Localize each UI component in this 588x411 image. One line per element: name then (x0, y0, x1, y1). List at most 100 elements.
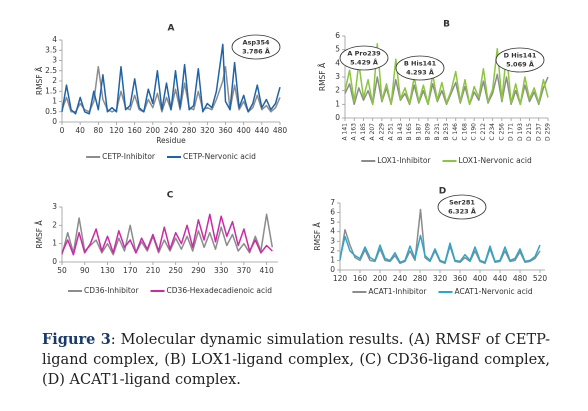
y-tick-label: 2 (330, 246, 335, 255)
x-tick-label: 160 (353, 274, 368, 283)
y-tick-label: 2.5 (45, 66, 57, 75)
y-tick-label: 0 (52, 257, 57, 266)
x-tick-label: 120 (333, 274, 348, 283)
x-tick-label: 200 (146, 126, 161, 135)
annotation-text: 4.293 Å (406, 68, 434, 77)
y-tick-label: 0.5 (45, 107, 57, 116)
series-line (339, 208, 541, 265)
x-tick-label: C 212 (480, 123, 487, 141)
y-tick-label: 2 (335, 86, 340, 95)
x-tick-label: B 253 (443, 123, 450, 141)
legend: LOX1-Inhibitor LOX1-Nervonic acid (361, 156, 532, 165)
annotation-label: Ser281 (449, 199, 475, 207)
x-tick-label: 360 (453, 274, 468, 283)
x-tick-label: A 229 (378, 123, 385, 141)
x-tick-label: 440 (255, 126, 270, 135)
legend-label: CETP-Nervonic acid (183, 152, 256, 161)
y-tick-label: 6 (335, 31, 340, 40)
x-tick-label: A 185 (360, 123, 367, 141)
x-tick-label: 50 (57, 266, 67, 275)
y-tick-label: 1.5 (45, 86, 57, 95)
annotation-label: Asp354 (242, 39, 270, 47)
y-tick-label: 6 (330, 208, 335, 217)
panel-title: D (439, 187, 446, 197)
x-tick-label: B 209 (425, 123, 432, 141)
annotation-label: A Pro239 (347, 50, 381, 58)
legend-label: LOX1-Nervonic acid (459, 156, 532, 165)
y-tick-label: 3 (52, 202, 57, 211)
x-axis-label: Residue (156, 136, 186, 145)
figure-caption: Figure 3: Molecular dynamic simulation r… (42, 330, 550, 390)
x-tick-label: 170 (123, 266, 138, 275)
y-tick-label: 1 (52, 239, 57, 248)
annotation-label: B His141 (404, 60, 437, 68)
y-axis-label: RMSF Å (35, 66, 44, 95)
annotation-bubble (395, 55, 445, 81)
y-axis-label: RMSF Å (318, 62, 327, 91)
x-tick-label: C 234 (489, 123, 496, 141)
legend-label: CETP-Inhibitor (102, 152, 156, 161)
caption-text: : Molecular dynamic simulation results. … (42, 332, 550, 388)
x-tick-label: 480 (273, 126, 288, 135)
x-tick-label: 410 (259, 266, 274, 275)
legend-label: LOX1-Inhibitor (377, 156, 431, 165)
x-tick-label: A 207 (369, 123, 376, 141)
x-tick-label: A 163 (351, 123, 358, 141)
x-tick-label: 400 (237, 126, 252, 135)
y-tick-label: 3 (330, 236, 335, 245)
x-tick-label: B 231 (434, 123, 441, 141)
y-tick-label: 4 (330, 227, 335, 236)
x-tick-label: 250 (169, 266, 184, 275)
x-tick-label: A 251 (388, 123, 395, 141)
y-tick-label: 2 (52, 76, 57, 85)
y-tick-label: 1 (52, 97, 57, 106)
x-tick-label: 290 (191, 266, 206, 275)
x-tick-label: 440 (493, 274, 508, 283)
legend-label: ACAT1-Inhibitor (368, 287, 427, 296)
y-tick-label: 3 (52, 56, 57, 65)
x-tick-label: D 215 (526, 123, 533, 141)
series-line (61, 213, 273, 256)
x-tick-label: 280 (182, 126, 197, 135)
annotation-text: 3.786 Å (242, 47, 270, 56)
annotation-label: D His141 (504, 52, 537, 60)
panel-title: B (443, 20, 450, 30)
y-tick-label: 4 (335, 58, 340, 67)
legend-label: CD36-Inhibitor (84, 286, 139, 295)
annotation-bubble (231, 34, 281, 60)
legend-label: CD36-Hexadecadienoic acid (167, 286, 273, 295)
series-line (339, 234, 541, 264)
x-tick-label: 400 (473, 274, 488, 283)
x-tick-label: 330 (214, 266, 229, 275)
x-tick-label: D 259 (545, 123, 552, 141)
annotation-bubble (339, 45, 389, 71)
y-tick-label: 2 (52, 220, 57, 229)
annotation-text: 5.069 Å (506, 60, 534, 69)
x-tick-label: A 141 (342, 123, 349, 141)
legend-label: ACAT1-Nervonic acid (455, 287, 533, 296)
legend: CETP-Inhibitor CETP-Nervonic acid (86, 152, 256, 161)
series-line (344, 73, 549, 106)
x-tick-label: B 165 (406, 123, 413, 141)
y-tick-label: 5 (335, 45, 340, 54)
x-tick-label: 240 (164, 126, 179, 135)
x-tick-label: 320 (433, 274, 448, 283)
x-tick-label: 120 (109, 126, 124, 135)
y-tick-label: 1 (335, 99, 340, 108)
y-axis-label: RMSF Å (313, 221, 322, 250)
x-tick-label: 320 (200, 126, 215, 135)
x-tick-label: 360 (218, 126, 233, 135)
x-tick-label: C 256 (498, 123, 505, 141)
y-tick-label: 1 (330, 255, 335, 264)
annotation-text: 5.429 Å (350, 58, 378, 67)
y-tick-label: 0 (335, 113, 340, 122)
y-tick-label: 3.5 (45, 45, 57, 54)
legend: ACAT1-Inhibitor ACAT1-Nervonic acid (352, 287, 533, 296)
y-tick-label: 3 (335, 72, 340, 81)
annotation-text: 6.323 Å (448, 207, 476, 216)
x-tick-label: B 143 (397, 123, 404, 141)
x-tick-label: C 168 (461, 123, 468, 141)
x-tick-label: C 146 (452, 123, 459, 141)
x-tick-label: D 237 (535, 123, 542, 141)
